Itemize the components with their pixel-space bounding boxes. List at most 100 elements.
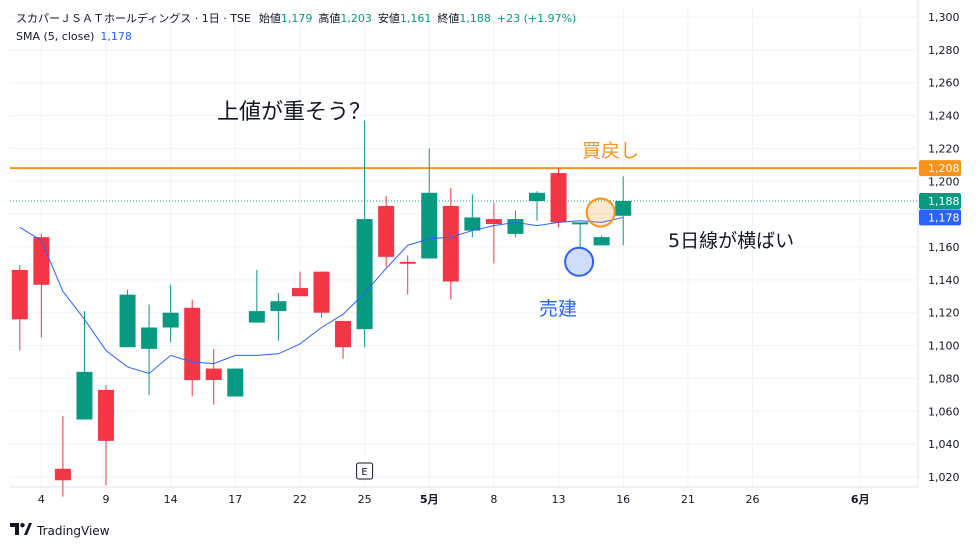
candle [615,176,632,246]
close-label: 終値 [437,12,460,25]
low-value: 1,161 [399,12,432,25]
candle-body [485,219,502,224]
buyback-circle [585,197,616,228]
candle [291,271,308,297]
candle [184,299,201,397]
legend-main-row: スカパーＪＳＡＴホールディングス · 1日 · TSE 始値 1,179 高値 1,… [16,10,576,28]
candle [399,255,416,295]
last-price-tag: 1,188 [919,193,961,209]
y-tick-label: 1,280 [928,44,960,57]
candle-body [615,201,632,216]
change-value: +23 (+1.97%) [496,12,577,25]
candle [11,265,28,351]
tradingview-logo-icon [10,523,32,539]
candle-body [270,301,287,312]
candle [464,194,481,238]
candle-body [529,192,545,201]
candle-body [205,368,222,381]
candle-body [98,389,114,441]
hline-price-tag-label: 1,208 [928,162,960,175]
last-price-tag-label: 1,188 [928,195,960,208]
y-tick-label: 1,160 [928,241,960,254]
close-value: 1,188 [459,12,491,25]
legend-sma-row[interactable]: SMA (5, close) 1,178 [16,28,576,46]
x-tick-label: 13 [552,493,566,506]
y-axis-labels: 1,3001,2801,2601,2401,2201,2001,1801,160… [928,11,960,484]
hline-price-tag: 1,208 [919,160,961,177]
candle [141,304,158,395]
y-tick-label: 1,040 [928,438,960,451]
hline-price-tag-box [919,160,961,177]
sma-value: 1,178 [100,30,132,43]
annotation-ma-flat[interactable]: 5日線が横ばい [668,230,795,252]
candle [98,385,114,486]
x-tick-label: 4 [38,493,45,506]
earnings-event-marker: E [356,462,374,480]
x-tick-label: 9 [103,493,110,506]
tradingview-brand[interactable]: TradingView [10,523,110,539]
y-tick-label: 1,200 [928,175,960,188]
candle [54,416,71,497]
x-axis-labels: 4 9 14 17 22 25 5月 8 13 16 21 26 6月 [38,493,870,506]
brand-name: TradingView [37,524,110,538]
candle [442,187,459,300]
y-tick-label: 1,060 [928,405,960,418]
candle [421,148,438,259]
annotation-short-sell[interactable]: 売建 [539,298,578,320]
candle-body [313,271,330,313]
x-tick-label: 8 [490,493,497,506]
candle-body [11,270,28,320]
candle [248,270,265,323]
candle-body [593,237,610,246]
open-label: 始値 [258,12,281,25]
y-tick-label: 1,260 [928,77,960,90]
candle-body [464,217,481,231]
candle-body [33,237,50,285]
candle-body [227,368,244,397]
candle [378,196,395,267]
event-marker-label: E [361,467,367,478]
symbol-title[interactable]: スカパーＪＳＡＴホールディングス · 1日 · TSE [16,12,251,25]
candle-body [162,312,179,328]
candle [76,311,93,420]
x-tick-label: 22 [293,493,307,506]
candle [529,191,545,221]
open-value: 1,179 [280,12,313,25]
candle [356,120,373,348]
last-price-tag-box [919,193,961,209]
candle-body [335,320,352,348]
annotation-buyback[interactable]: 買戻し [582,140,640,162]
candle [485,202,502,264]
candle-body [421,192,438,259]
candle-body [356,219,373,330]
x-tick-label: 26 [746,493,760,506]
candle [227,368,244,397]
sma-price-tag-box [919,209,961,226]
candle-body [54,468,71,481]
y-tick-label: 1,140 [928,274,960,287]
high-value: 1,203 [340,12,372,25]
event-marker-box [356,462,374,480]
annotation-upper-heavy[interactable]: 上値が重そう？ [217,100,372,125]
candles [11,120,632,497]
y-tick-label: 1,100 [928,340,960,353]
high-label: 高値 [318,12,341,25]
sma-price-tag: 1,178 [919,209,961,226]
candle [119,289,136,348]
y-tick-label: 1,300 [928,11,960,24]
candle-body [184,307,201,381]
chart-legend: スカパーＪＳＡＴホールディングス · 1日 · TSE 始値 1,179 高値 1,… [16,10,576,46]
candle-body [76,371,93,420]
candle-body [550,173,567,223]
short-sell-circle [564,246,595,277]
y-tick-label: 1,080 [928,372,960,385]
y-tick-label: 1,220 [928,142,960,155]
candle [205,348,222,405]
candle [313,271,330,318]
candle [270,293,287,341]
x-tick-label: 5月 [420,493,439,506]
x-tick-label: 14 [164,493,178,506]
candle [550,168,567,228]
